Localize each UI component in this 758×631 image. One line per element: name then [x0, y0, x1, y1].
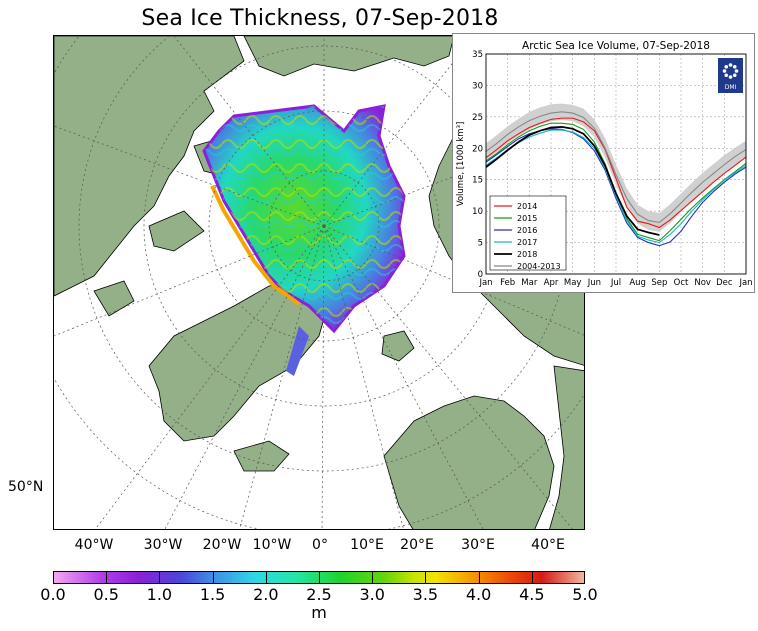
- land-archipelago-3: [93, 280, 135, 317]
- x-tick-label: May: [564, 278, 582, 288]
- colorbar-tick: [372, 571, 374, 584]
- colorbar-label: 5.0: [572, 585, 598, 604]
- colorbar-tick: [478, 571, 480, 584]
- volume-inset-chart: Arctic Sea Ice Volume, 07-Sep-2018 0 5 10 15…: [452, 33, 755, 293]
- plot-frame: [485, 53, 747, 275]
- y-tick-label: 15: [472, 176, 483, 186]
- land-north-america: [54, 36, 245, 297]
- legend-box: [489, 195, 567, 271]
- y-tick-label: 0: [478, 270, 483, 280]
- dmi-logo-dot: [724, 73, 729, 78]
- dmi-logo-dot: [732, 64, 737, 69]
- x-tick-label: Jul: [610, 278, 621, 288]
- colorbar-tick: [159, 571, 161, 584]
- lon-label-10e: 10°E: [350, 537, 384, 553]
- colorbar-tick: [319, 571, 320, 584]
- land-archipelago-2: [148, 210, 205, 252]
- colorbar-tick: [265, 571, 267, 584]
- colorbar-unit: m: [311, 603, 327, 622]
- lon-label-10w: 10°W: [252, 537, 292, 553]
- x-tick-label: Nov: [694, 278, 711, 288]
- map-title: Sea Ice Thickness, 07-Sep-2018: [141, 6, 499, 31]
- dmi-logo-dot: [732, 73, 737, 78]
- colorbar-label: 2.5: [306, 585, 332, 604]
- land-greenland: [148, 280, 330, 442]
- colorbar-tick: [106, 571, 108, 584]
- x-tick-label: Oct: [674, 278, 689, 288]
- climatology-band: [486, 103, 746, 232]
- dmi-logo-dot: [728, 63, 733, 67]
- dmi-logo-dot: [728, 75, 733, 79]
- inset-title: Arctic Sea Ice Volume, 07-Sep-2018: [522, 40, 710, 52]
- colorbar-label: 2.0: [253, 585, 279, 604]
- lat-label-50n: 50°N: [8, 479, 44, 495]
- land-iceland: [233, 440, 290, 472]
- y-tick-label: 10: [472, 207, 483, 217]
- ice-tongue: [286, 326, 309, 376]
- lon-label-40e: 40°E: [531, 537, 565, 553]
- thick-ice-rim: [210, 185, 301, 306]
- y-axis-label: Volume, [1000 km³]: [456, 122, 466, 207]
- legend-label: 2004-2013: [517, 262, 561, 271]
- legend-label: 2017: [517, 238, 537, 247]
- y-tick-label: 30: [472, 81, 483, 91]
- colorbar-label: 1.5: [199, 585, 226, 604]
- colorbar-label: 3.5: [412, 585, 439, 604]
- x-tick-label: Mar: [521, 278, 538, 288]
- lon-label-0: 0°: [312, 537, 328, 553]
- x-tick-label: Jan: [738, 278, 752, 288]
- y-tick-label: 20: [472, 144, 483, 154]
- x-tick-label: Aug: [629, 278, 646, 288]
- dmi-logo-dot: [734, 69, 739, 73]
- colorbar-tick: [212, 571, 214, 584]
- lon-label-40w: 40°W: [74, 537, 114, 553]
- lon-label-20w: 20°W: [202, 537, 242, 553]
- lon-label-30w: 30°W: [143, 537, 183, 553]
- volume-chart-svg: Arctic Sea Ice Volume, 07-Sep-2018 0 5 10 15…: [456, 40, 753, 288]
- x-tick-label: Jun: [587, 278, 601, 288]
- lon-label-20e: 20°E: [400, 537, 434, 553]
- series-line-2004-2013: [485, 111, 747, 224]
- dmi-logo-dot: [724, 64, 729, 69]
- colorbar-label: 4.0: [465, 585, 492, 604]
- land-scandinavia: [383, 395, 555, 529]
- x-tick-label: Sep: [651, 278, 667, 288]
- colorbar-tick: [425, 571, 427, 584]
- legend-label: 2015: [517, 214, 537, 223]
- x-tick-label: Feb: [500, 278, 515, 288]
- y-tick-label: 35: [472, 50, 483, 60]
- colorbar-label: 4.5: [519, 585, 545, 604]
- colorbar-tick: [531, 571, 533, 584]
- lon-label-30e: 30°E: [461, 537, 495, 553]
- legend-label: 2018: [517, 250, 537, 259]
- y-tick-label: 25: [472, 113, 483, 123]
- series-line-2016: [485, 128, 747, 247]
- land-europe-corner: [549, 365, 584, 529]
- series-line-2014: [485, 117, 747, 229]
- series-line-2017: [485, 129, 747, 244]
- series-line-2018: [485, 126, 660, 236]
- dmi-logo-dot: [722, 69, 727, 73]
- x-tick-label: Jan: [478, 278, 492, 288]
- dmi-logo-text: DMI: [725, 84, 737, 91]
- legend-label: 2016: [517, 226, 537, 235]
- colorbar-label: 3.0: [359, 585, 385, 604]
- colorbar-label: 1.0: [146, 585, 173, 604]
- x-tick-label: Apr: [544, 278, 559, 288]
- x-tick-label: Dec: [716, 278, 733, 288]
- colorbar-label: 0.5: [93, 585, 119, 604]
- legend-label: 2014: [517, 202, 537, 211]
- colorbar-label: 0.0: [40, 585, 66, 604]
- land-siberia-north: [243, 36, 455, 77]
- y-tick-label: 5: [478, 239, 483, 249]
- land-svalbard: [381, 330, 415, 362]
